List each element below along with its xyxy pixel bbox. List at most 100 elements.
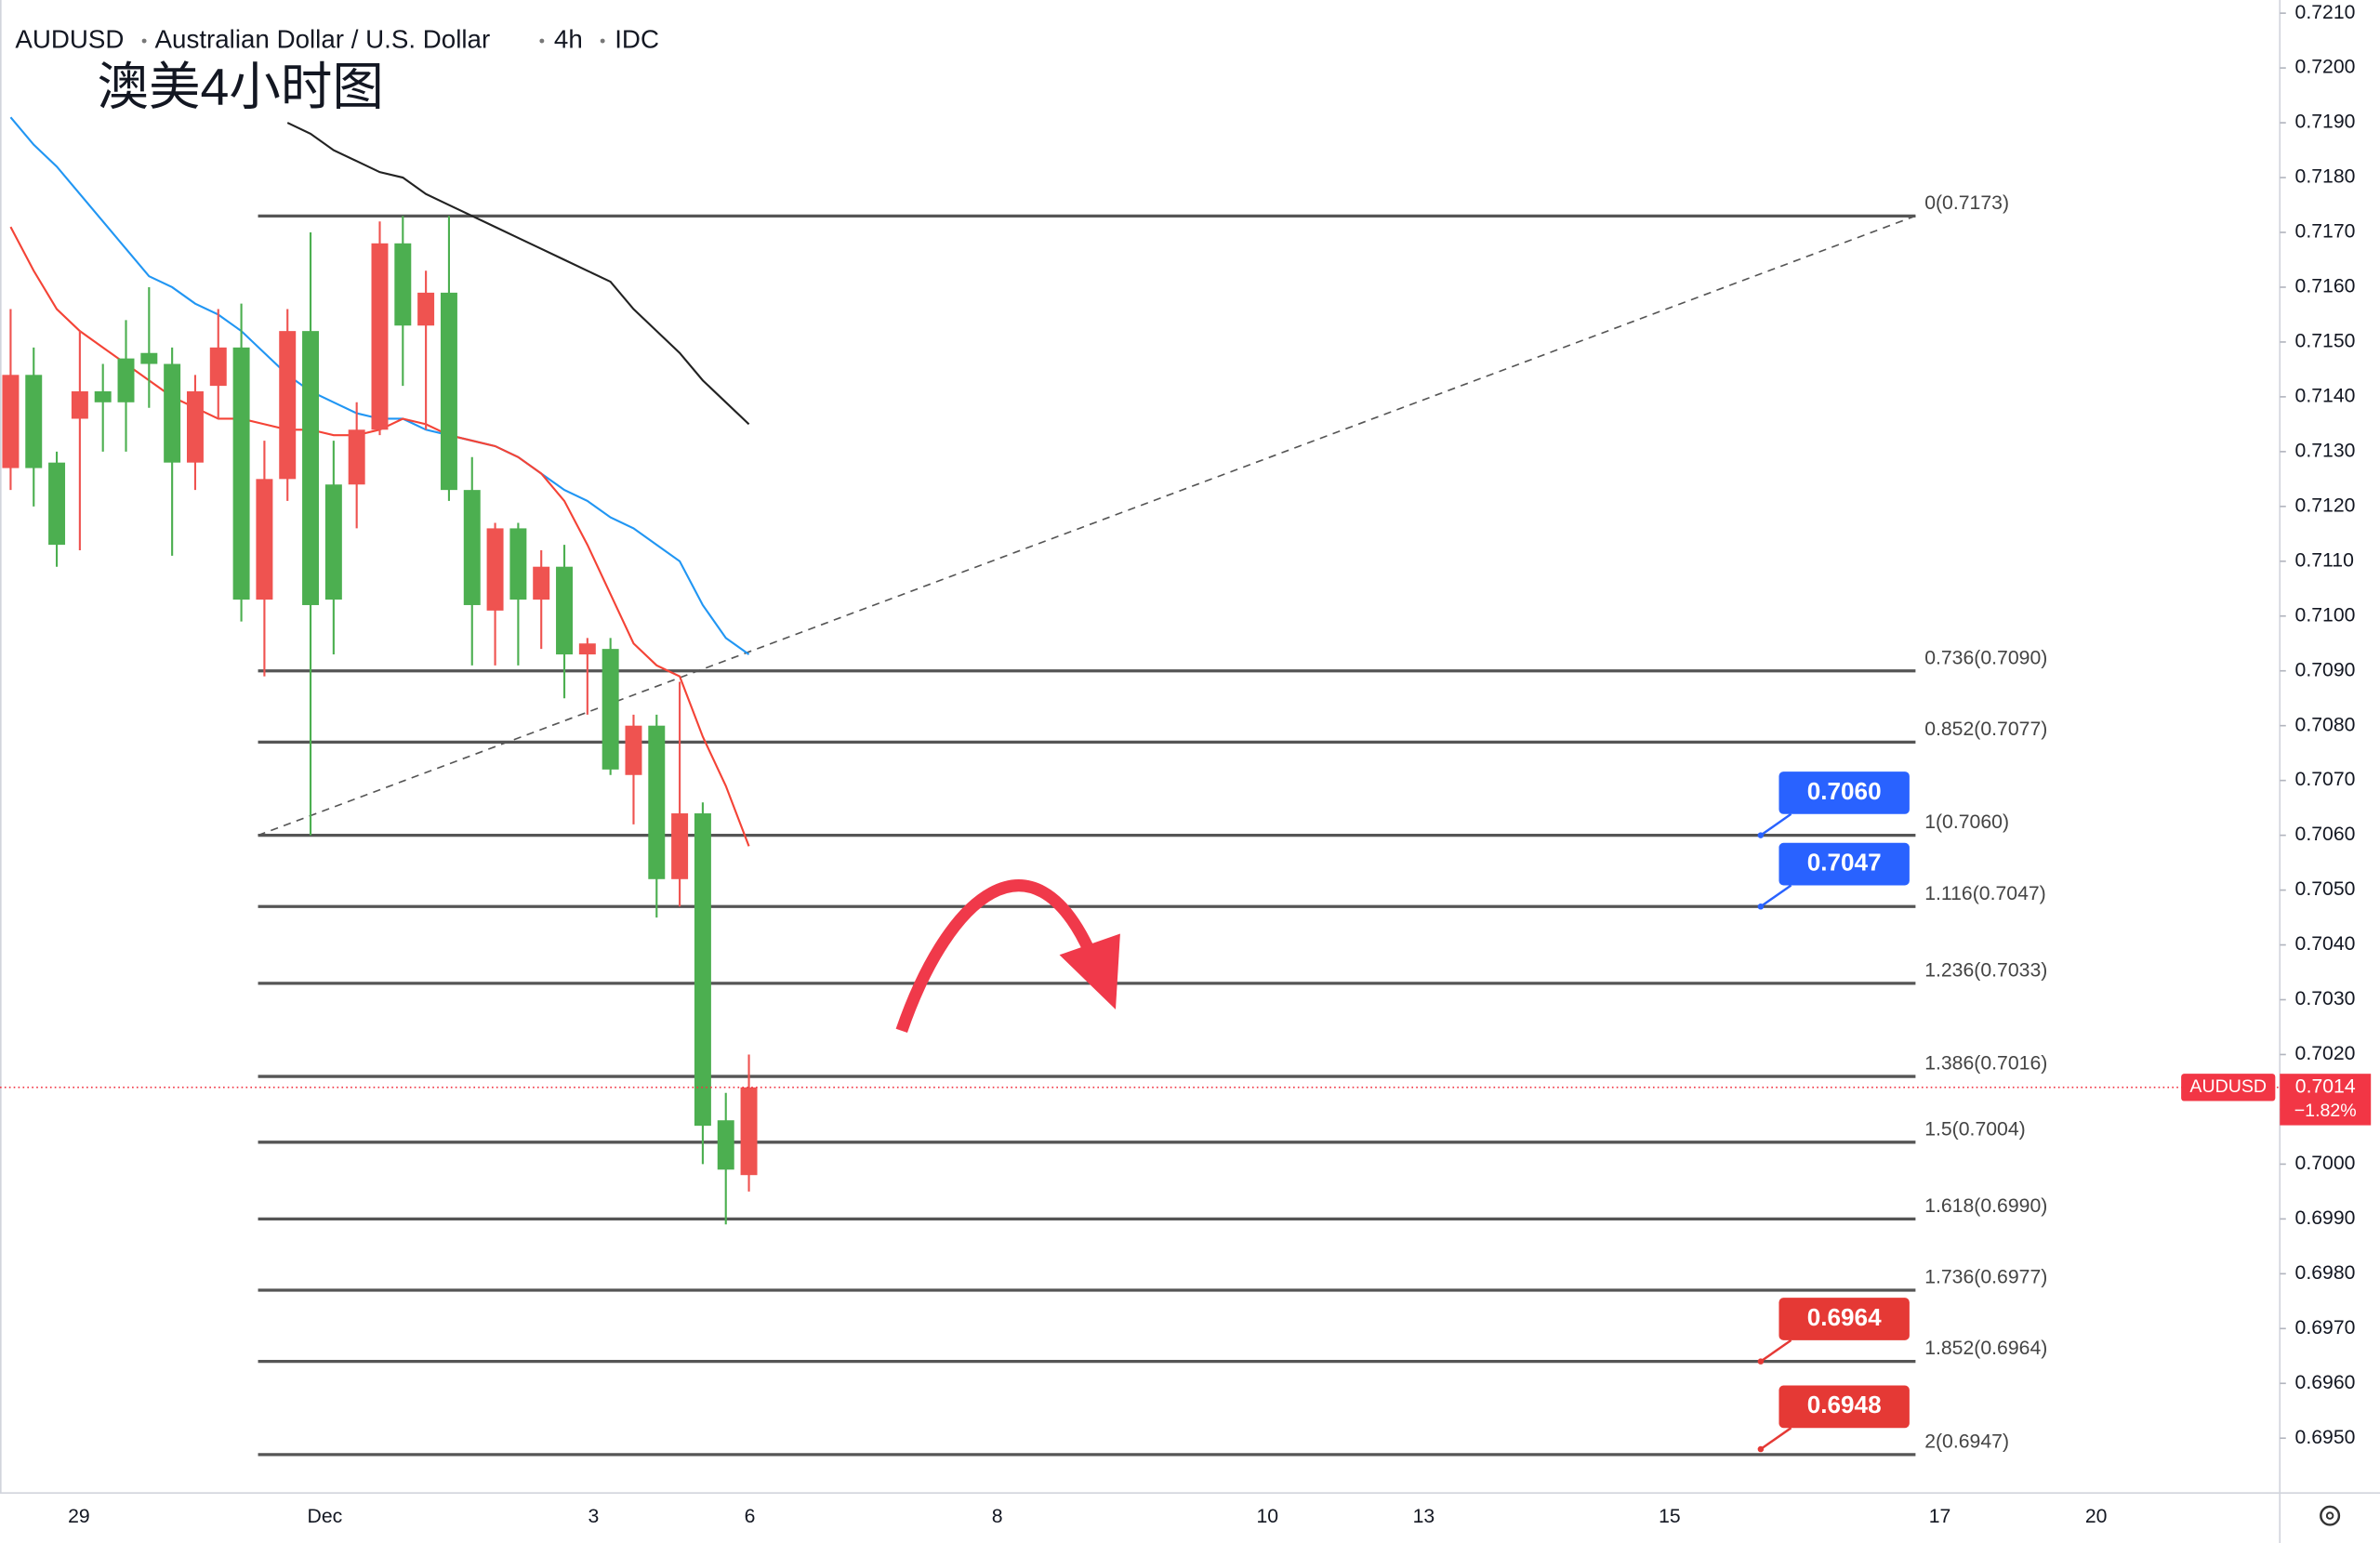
y-tick-label: 0.7100 bbox=[2295, 604, 2356, 626]
candle-body bbox=[117, 358, 135, 402]
fib-label: 1.236(0.7033) bbox=[1924, 959, 2047, 981]
fib-label: 1.116(0.7047) bbox=[1924, 883, 2046, 904]
last-price-tag bbox=[2280, 1074, 2372, 1126]
candle-body bbox=[25, 375, 43, 468]
price-tag-label: 0.7047 bbox=[1807, 849, 1882, 877]
x-tick-label: 15 bbox=[1659, 1506, 1681, 1527]
description: Australian Dollar / U.S. Dollar bbox=[155, 24, 491, 53]
price-tag-anchor bbox=[1757, 1358, 1765, 1365]
price-tag-box bbox=[1778, 1385, 1910, 1429]
candle-body bbox=[209, 347, 227, 387]
fib-label: 1.852(0.6964) bbox=[1924, 1338, 2047, 1359]
settings-icon[interactable] bbox=[2320, 1505, 2341, 1526]
candle-body bbox=[740, 1087, 758, 1176]
y-tick-label: 0.7080 bbox=[2295, 714, 2356, 735]
price-tag-label: 0.6964 bbox=[1807, 1303, 1882, 1331]
price-tag-pointer bbox=[1760, 812, 1792, 837]
fib-label: 1(0.7060) bbox=[1924, 811, 2009, 833]
x-tick-label: 20 bbox=[2085, 1506, 2108, 1527]
arrow-curve bbox=[895, 879, 1096, 1033]
candle-body bbox=[394, 243, 412, 326]
price-tag-pointer bbox=[1760, 1427, 1792, 1451]
arrow-annotation bbox=[895, 879, 1120, 1033]
price-tag-label: 0.6948 bbox=[1807, 1391, 1882, 1418]
separator bbox=[600, 38, 605, 44]
y-tick-label: 0.6960 bbox=[2295, 1372, 2356, 1393]
price-tag-box bbox=[1778, 842, 1910, 886]
candle-body bbox=[302, 331, 320, 605]
y-tick-label: 0.7120 bbox=[2295, 495, 2356, 516]
price-tag-box bbox=[1778, 1298, 1910, 1340]
y-tick-label: 0.7000 bbox=[2295, 1153, 2356, 1174]
candle-body bbox=[94, 391, 112, 402]
candle-body bbox=[2, 375, 20, 468]
x-tick-label: Dec bbox=[308, 1506, 343, 1527]
gear-center[interactable] bbox=[2325, 1511, 2334, 1520]
candle-body bbox=[71, 391, 88, 419]
candle-body bbox=[417, 292, 435, 326]
y-tick-label: 0.7020 bbox=[2295, 1043, 2356, 1064]
x-tick-label: 6 bbox=[745, 1506, 756, 1527]
y-tick-label: 0.7070 bbox=[2295, 769, 2356, 790]
fib-label: 1.386(0.7016) bbox=[1924, 1053, 2047, 1075]
gear[interactable] bbox=[2320, 1505, 2341, 1526]
arrow-head bbox=[1059, 933, 1120, 1010]
candle-body bbox=[463, 490, 481, 605]
x-tick-label: 8 bbox=[992, 1506, 1003, 1527]
y-tick-label: 0.7130 bbox=[2295, 440, 2356, 461]
y-tick-label: 0.7210 bbox=[2295, 2, 2356, 23]
x-tick-label: 13 bbox=[1413, 1506, 1435, 1527]
x-tick-label: 10 bbox=[1256, 1506, 1278, 1527]
candle-body bbox=[671, 813, 689, 879]
price-tag-pointer bbox=[1760, 884, 1792, 908]
symbol: AUDUSD bbox=[15, 24, 124, 53]
candle-body bbox=[509, 528, 527, 600]
fib-label: 0.736(0.7090) bbox=[1924, 647, 2047, 668]
price-tag-label: 0.7060 bbox=[1807, 777, 1882, 805]
separator bbox=[141, 38, 147, 44]
price-tag-anchor bbox=[1757, 1445, 1765, 1453]
candle-body bbox=[371, 243, 389, 430]
fib-label: 0.852(0.7077) bbox=[1924, 719, 2047, 740]
fib-label: 1.736(0.6977) bbox=[1924, 1267, 2047, 1288]
price-tag-pointer bbox=[1760, 1339, 1792, 1363]
y-tick-label: 0.7030 bbox=[2295, 988, 2356, 1009]
candle-body bbox=[48, 462, 66, 546]
candle-body bbox=[486, 528, 504, 611]
source: IDC bbox=[615, 24, 659, 53]
price-tag-anchor bbox=[1757, 903, 1765, 910]
candle-body bbox=[717, 1120, 734, 1170]
header: AUDUSD Australian Dollar / U.S. Dollar 4… bbox=[15, 24, 659, 115]
candle-body bbox=[648, 725, 666, 879]
y-tick-label: 0.7150 bbox=[2295, 331, 2356, 352]
candle-body bbox=[232, 347, 250, 600]
fib-label: 0(0.7173) bbox=[1924, 192, 2009, 214]
fib-label: 1.618(0.6990) bbox=[1924, 1195, 2047, 1217]
y-tick-label: 0.7060 bbox=[2295, 824, 2356, 845]
candle-body bbox=[164, 363, 181, 463]
y-tick-label: 0.7170 bbox=[2295, 221, 2356, 243]
x-tick-label: 29 bbox=[68, 1506, 90, 1527]
symbol-tag-label: AUDUSD bbox=[2189, 1076, 2267, 1097]
candle-body bbox=[578, 643, 596, 655]
candle-body bbox=[556, 566, 573, 655]
y-tick-label: 0.7050 bbox=[2295, 878, 2356, 900]
candle-body bbox=[348, 429, 365, 485]
x-tick-label: 3 bbox=[588, 1506, 599, 1527]
candle-body bbox=[625, 725, 642, 775]
y-tick-label: 0.7140 bbox=[2295, 386, 2356, 407]
price-tag-anchor bbox=[1757, 832, 1765, 838]
y-tick-label: 0.6990 bbox=[2295, 1207, 2356, 1229]
candle-body bbox=[186, 391, 204, 463]
y-tick-label: 0.7160 bbox=[2295, 276, 2356, 297]
y-tick-label: 0.6980 bbox=[2295, 1262, 2356, 1284]
last-price-label: 0.7014 bbox=[2295, 1075, 2356, 1097]
y-tick-label: 0.7200 bbox=[2295, 57, 2356, 78]
interval: 4h bbox=[554, 24, 583, 53]
fib-label: 2(0.6947) bbox=[1924, 1431, 2009, 1452]
candle-body bbox=[602, 649, 619, 770]
y-tick-label: 0.7040 bbox=[2295, 933, 2356, 955]
